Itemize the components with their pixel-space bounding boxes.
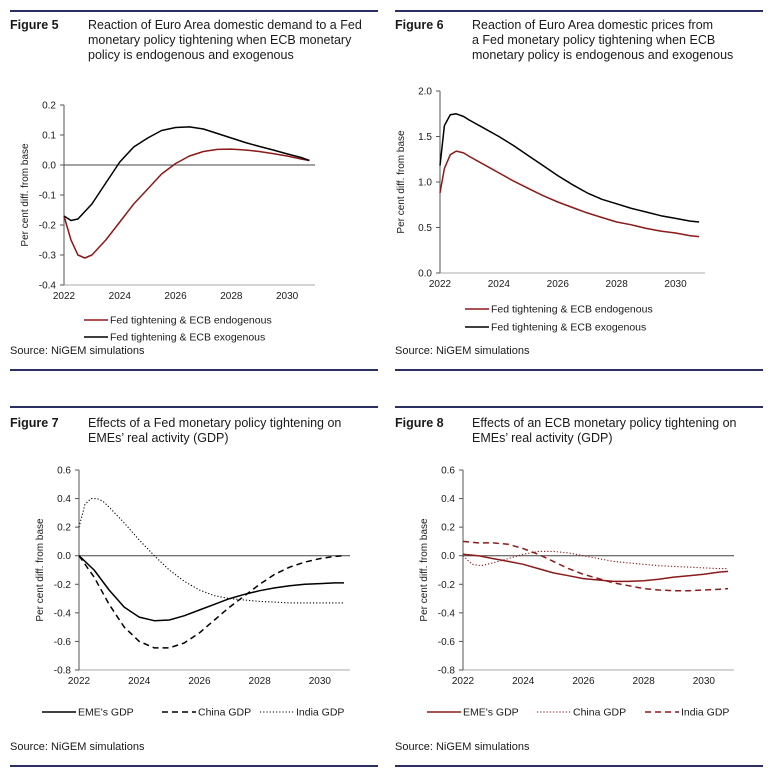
y-tick-label: 0.0 xyxy=(441,551,455,562)
y-tick-label: -0.3 xyxy=(39,251,57,262)
legend-label: Fed tightening & ECB endogenous xyxy=(110,315,272,327)
figure-title: Effects of a Fed monetary policy tighten… xyxy=(88,416,342,445)
y-tick-label: -0.4 xyxy=(54,608,72,619)
x-tick-label: 2030 xyxy=(276,291,299,302)
y-tick-label: -0.2 xyxy=(39,221,57,232)
y-tick-label: 0.1 xyxy=(42,131,56,142)
x-tick-label: 2024 xyxy=(488,279,511,290)
x-tick-label: 2026 xyxy=(547,279,570,290)
x-tick-label: 2022 xyxy=(429,279,452,290)
y-tick-label: 0.0 xyxy=(418,269,432,280)
top-rule xyxy=(395,10,763,12)
x-tick-label: 2030 xyxy=(693,676,716,687)
y-tick-label: -0.2 xyxy=(54,580,72,591)
y-axis-label: Per cent diff. from base xyxy=(419,518,430,622)
source-note: Source: NiGEM simulations xyxy=(395,345,530,357)
x-tick-label: 2026 xyxy=(572,676,595,687)
x-tick-label: 2028 xyxy=(249,676,272,687)
y-tick-label: -0.6 xyxy=(54,637,72,648)
top-rule xyxy=(10,406,378,408)
bottom-rule xyxy=(395,369,763,371)
y-tick-label: 0.6 xyxy=(441,466,455,477)
y-tick-label: 0.2 xyxy=(441,523,455,534)
y-tick-label: 0.4 xyxy=(441,494,455,505)
source-note: Source: NiGEM simulations xyxy=(10,741,145,753)
figure-8-panel: Figure 8 Effects of an ECB monetary poli… xyxy=(395,406,763,768)
y-tick-label: 0.0 xyxy=(42,161,56,172)
bottom-rule xyxy=(395,765,763,767)
y-tick-label: -0.8 xyxy=(54,666,72,677)
x-tick-label: 2024 xyxy=(128,676,151,687)
y-tick-label: -0.1 xyxy=(39,191,57,202)
bottom-rule xyxy=(10,765,378,767)
x-tick-label: 2028 xyxy=(220,291,243,302)
series-line xyxy=(462,540,729,592)
figure-6-chart: 0.0 0.5 1.0 1.5 2.0 2022 2024 2026 2028 2030 Per c… xyxy=(396,87,705,334)
x-tick-label: 2024 xyxy=(109,291,132,302)
legend-label: India GDP xyxy=(296,707,344,719)
legend-label: Fed tightening & ECB exogenous xyxy=(110,332,265,344)
legend-label: China GDP xyxy=(198,707,251,719)
figure-title: Effects of an ECB monetary policy tighte… xyxy=(472,416,737,445)
y-axis-label: Per cent diff. from base xyxy=(20,143,31,247)
x-tick-label: 2024 xyxy=(512,676,535,687)
y-tick-label: -0.2 xyxy=(438,580,456,591)
x-tick-label: 2028 xyxy=(633,676,656,687)
figure-7-chart: -0.8 -0.6 -0.4 -0.2 0.0 0.2 0.4 0.6 2022 2024 2026… xyxy=(35,466,350,719)
legend-label: EME's GDP xyxy=(463,707,519,719)
y-tick-label: 0.6 xyxy=(57,466,71,477)
figure-title: Reaction of Euro Area domestic demand to… xyxy=(88,18,362,62)
y-tick-label: 0.5 xyxy=(418,223,432,234)
x-tick-label: 2026 xyxy=(164,291,187,302)
x-tick-label: 2030 xyxy=(309,676,332,687)
x-tick-label: 2030 xyxy=(664,279,687,290)
legend-label: India GDP xyxy=(681,707,729,719)
figure-5-chart: -0.4 -0.3 -0.2 -0.1 0.0 0.1 0.2 2022 2024 2026 202… xyxy=(20,101,315,344)
series-line xyxy=(78,555,344,622)
series-line xyxy=(63,126,310,222)
y-tick-label: 1.0 xyxy=(418,178,432,189)
y-tick-label: 0.0 xyxy=(57,551,71,562)
figure-label: Figure 5 xyxy=(10,18,59,32)
source-note: Source: NiGEM simulations xyxy=(10,345,145,357)
bottom-rule xyxy=(10,369,378,371)
y-axis-label: Per cent diff. from base xyxy=(35,518,46,622)
y-tick-label: -0.4 xyxy=(39,281,57,292)
figure-label: Figure 7 xyxy=(10,416,59,430)
legend-label: EME's GDP xyxy=(78,707,134,719)
y-axis-label: Per cent diff. from base xyxy=(396,130,407,234)
y-tick-label: 0.4 xyxy=(57,494,71,505)
x-tick-label: 2026 xyxy=(188,676,211,687)
legend-label: China GDP xyxy=(573,707,626,719)
figure-7-panel: Figure 7 Effects of a Fed monetary polic… xyxy=(10,406,378,768)
figure-5-panel: Figure 5 Reaction of Euro Area domestic … xyxy=(10,10,378,372)
y-tick-label: -0.6 xyxy=(438,637,456,648)
top-rule xyxy=(10,10,378,12)
legend-label: Fed tightening & ECB endogenous xyxy=(491,304,653,316)
series-line xyxy=(78,554,345,649)
figure-title: Reaction of Euro Area domestic prices fr… xyxy=(472,18,734,62)
y-tick-label: 1.5 xyxy=(418,132,432,143)
figure-8-chart: -0.8 -0.6 -0.4 -0.2 0.0 0.2 0.4 0.6 2022 2024 2026… xyxy=(419,466,734,719)
y-tick-label: -0.8 xyxy=(438,666,456,677)
x-tick-label: 2022 xyxy=(68,676,91,687)
series-line xyxy=(78,498,344,604)
x-tick-label: 2028 xyxy=(606,279,629,290)
legend-label: Fed tightening & ECB exogenous xyxy=(491,322,646,334)
series-line xyxy=(63,148,310,259)
x-tick-label: 2022 xyxy=(452,676,475,687)
y-tick-label: 0.2 xyxy=(42,101,56,112)
figure-label: Figure 8 xyxy=(395,416,444,430)
y-tick-label: 2.0 xyxy=(418,87,432,98)
series-line xyxy=(439,113,700,223)
source-note: Source: NiGEM simulations xyxy=(395,741,530,753)
y-tick-label: 0.2 xyxy=(57,523,71,534)
top-rule xyxy=(395,406,763,408)
series-line xyxy=(462,553,729,583)
series-line xyxy=(439,150,700,238)
y-tick-label: -0.4 xyxy=(438,608,456,619)
x-tick-label: 2022 xyxy=(53,291,76,302)
figure-label: Figure 6 xyxy=(395,18,444,32)
figure-6-panel: Figure 6 Reaction of Euro Area domestic … xyxy=(395,10,763,372)
